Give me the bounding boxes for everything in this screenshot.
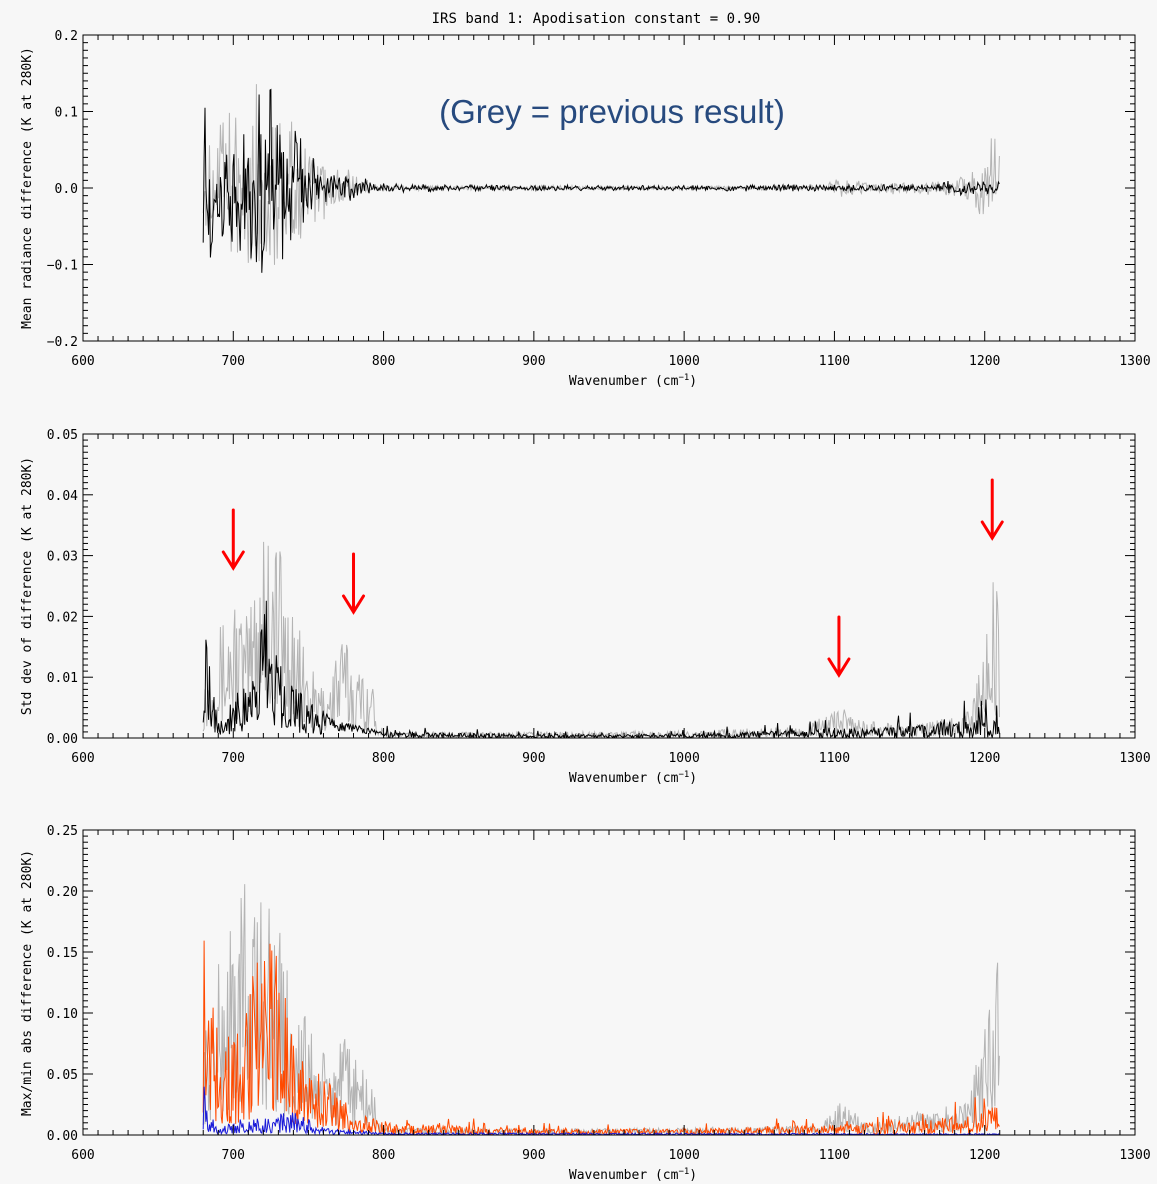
y-axis-label: Mean radiance difference (K at 280K) <box>20 47 35 329</box>
y-tick-label: 0.00 <box>47 732 78 747</box>
x-tick-label: 600 <box>71 1148 94 1163</box>
x-tick-label: 1200 <box>969 1148 1000 1163</box>
x-tick-label: 900 <box>522 354 545 369</box>
y-tick-label: 0.15 <box>47 946 78 961</box>
panel-1: 600 700 800 900 1000 1100 1200 1300 −0.2 −0.1 0.0 0… <box>20 29 1151 389</box>
panel-2: 600 700 800 900 1000 1100 1200 1300 0.00 0.01 0.02… <box>20 428 1151 786</box>
y-tick-label: −0.1 <box>47 259 78 274</box>
x-tick-label: 1000 <box>668 751 699 766</box>
y-tick-label: 0.04 <box>47 489 78 504</box>
y-tick-label: 0.10 <box>47 1007 78 1022</box>
x-tick-label: 600 <box>71 751 94 766</box>
figure-title: IRS band 1: Apodisation constant = 0.90 <box>432 11 761 27</box>
x-tick-label: 1100 <box>819 751 850 766</box>
y-tick-label: 0.25 <box>47 824 78 839</box>
x-axis-label: Wavenumber (cm−1) <box>569 770 697 786</box>
x-tick-label: 1300 <box>1119 751 1150 766</box>
x-tick-label: 1200 <box>969 751 1000 766</box>
y-tick-label: 0.2 <box>55 29 78 44</box>
x-tick-label: 600 <box>71 354 94 369</box>
red-arrow <box>827 615 851 678</box>
y-tick-label: −0.2 <box>47 335 78 350</box>
series-previous-line <box>202 541 1000 738</box>
x-tick-label: 700 <box>222 1148 245 1163</box>
y-tick-label: 0.02 <box>47 610 78 625</box>
x-tick-label: 1000 <box>668 1148 699 1163</box>
y-tick-label: 0.20 <box>47 885 78 900</box>
red-arrow <box>221 508 245 571</box>
x-tick-label: 900 <box>522 751 545 766</box>
x-axis-label: Wavenumber (cm−1) <box>569 373 697 389</box>
y-tick-label: 0.0 <box>55 182 78 197</box>
x-tick-label: 800 <box>372 1148 395 1163</box>
x-tick-label: 900 <box>522 1148 545 1163</box>
series-previous-line <box>202 884 1000 1135</box>
x-tick-label: 1300 <box>1119 354 1150 369</box>
y-tick-label: 0.05 <box>47 428 78 443</box>
y-tick-label: 0.05 <box>47 1068 78 1083</box>
x-tick-label: 700 <box>222 751 245 766</box>
series-current-line <box>202 88 1000 273</box>
x-tick-label: 1000 <box>668 354 699 369</box>
series-current-line <box>202 600 1000 738</box>
y-tick-label: 0.00 <box>47 1129 78 1144</box>
y-tick-label: 0.01 <box>47 671 78 686</box>
x-tick-label: 1100 <box>819 1148 850 1163</box>
grey-annotation: (Grey = previous result) <box>439 93 785 130</box>
x-tick-label: 800 <box>372 354 395 369</box>
red-arrow <box>342 552 366 615</box>
x-axis-label: Wavenumber (cm−1) <box>569 1167 697 1183</box>
series-max-line <box>202 940 1000 1135</box>
x-tick-label: 800 <box>372 751 395 766</box>
x-tick-label: 1300 <box>1119 1148 1150 1163</box>
y-axis-label: Std dev of difference (K at 280K) <box>20 457 35 715</box>
x-tick-label: 1200 <box>969 354 1000 369</box>
y-axis-label: Max/min abs difference (K at 280K) <box>20 850 35 1116</box>
panel-3: 600 700 800 900 1000 1100 1200 1300 0.00 0.05 0.10… <box>20 824 1151 1183</box>
x-tick-label: 1100 <box>819 354 850 369</box>
y-tick-label: 0.1 <box>55 106 78 121</box>
y-tick-label: 0.03 <box>47 550 78 565</box>
red-arrow <box>980 478 1004 541</box>
x-tick-label: 700 <box>222 354 245 369</box>
